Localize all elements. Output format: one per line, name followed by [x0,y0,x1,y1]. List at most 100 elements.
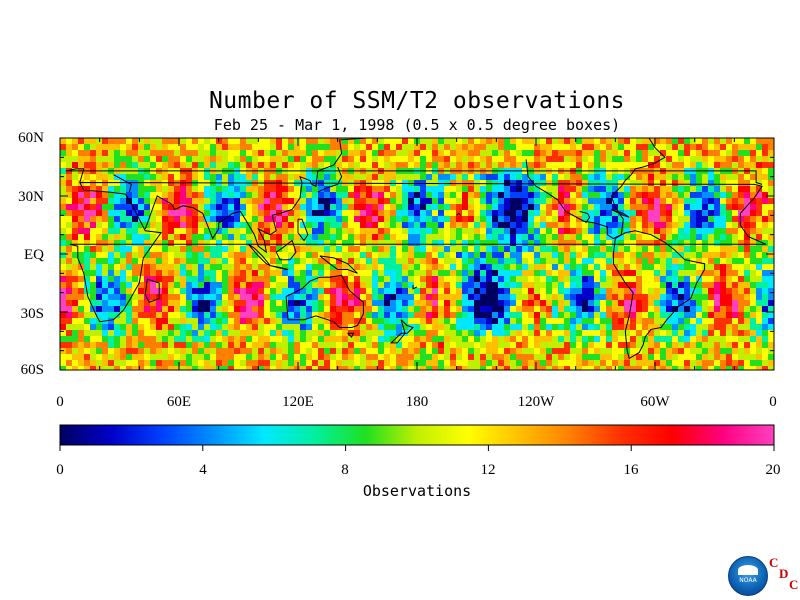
heatmap-cell [462,234,468,240]
heatmap-cell [156,222,162,228]
heatmap-cell [714,294,720,300]
heatmap-cell [456,150,462,156]
heatmap-cell [234,318,240,324]
heatmap-cell [312,312,318,318]
heatmap-cell [528,150,534,156]
heatmap-cell [330,282,336,288]
heatmap-cell [390,300,396,306]
heatmap-cell [468,270,474,276]
heatmap-cell [672,264,678,270]
heatmap-cell [612,192,618,198]
heatmap-cell [180,246,186,252]
heatmap-cell [72,240,78,246]
noaa-bird-icon [738,565,758,575]
heatmap-cell [258,330,264,336]
heatmap-cell [282,312,288,318]
heatmap-cell [666,294,672,300]
heatmap-cell [432,366,438,370]
heatmap-cell [738,366,744,370]
heatmap-cell [156,300,162,306]
heatmap-cell [150,186,156,192]
heatmap-cell [78,210,84,216]
heatmap-cell [576,306,582,312]
heatmap-cell [750,162,756,168]
heatmap-cell [546,318,552,324]
heatmap-cell [222,186,228,192]
heatmap-cell [516,216,522,222]
heatmap-cell [588,300,594,306]
heatmap-cell [582,276,588,282]
heatmap-cell [294,264,300,270]
heatmap-cell [384,366,390,370]
heatmap-cell [534,156,540,162]
heatmap-cell [270,186,276,192]
heatmap-cell [738,240,744,246]
heatmap-cell [312,216,318,222]
heatmap-cell [72,150,78,156]
heatmap-cell [114,192,120,198]
heatmap-cell [642,342,648,348]
heatmap-cell [582,228,588,234]
heatmap-cell [690,354,696,360]
heatmap-cell [582,186,588,192]
heatmap-cell [240,342,246,348]
heatmap-cell [762,150,768,156]
heatmap-cell [768,360,774,366]
heatmap-cell [462,300,468,306]
heatmap-cell [732,186,738,192]
heatmap-cell [174,222,180,228]
heatmap-cell [312,324,318,330]
heatmap-cell [96,288,102,294]
heatmap-cell [510,198,516,204]
heatmap-cell [660,318,666,324]
heatmap-cell [720,138,726,144]
heatmap-cell [306,288,312,294]
heatmap-cell [192,306,198,312]
heatmap-cell [390,312,396,318]
heatmap-cell [90,186,96,192]
heatmap-cell [84,264,90,270]
heatmap-cell [762,276,768,282]
heatmap-cell [204,258,210,264]
heatmap-cell [462,198,468,204]
heatmap-cell [72,312,78,318]
heatmap-cell [720,210,726,216]
heatmap-cell [354,240,360,246]
heatmap-cell [498,186,504,192]
heatmap-cell [120,282,126,288]
heatmap-cell [270,348,276,354]
heatmap-cell [150,246,156,252]
heatmap-cell [168,354,174,360]
coastline-segment [456,212,461,216]
heatmap-cell [654,270,660,276]
heatmap-cell [264,360,270,366]
heatmap-cell [324,198,330,204]
heatmap-cell [558,330,564,336]
heatmap-cell [330,240,336,246]
heatmap-cell [90,144,96,150]
heatmap-cell [534,162,540,168]
heatmap-cell [654,276,660,282]
heatmap-cell [546,282,552,288]
heatmap-cell [498,324,504,330]
heatmap-cell [690,228,696,234]
heatmap-cell [726,366,732,370]
heatmap-cell [378,270,384,276]
heatmap-cell [222,300,228,306]
heatmap-cell [372,366,378,370]
heatmap-cell [366,144,372,150]
heatmap-cell [456,138,462,144]
heatmap-cell [432,228,438,234]
heatmap-cell [666,246,672,252]
heatmap-cell [180,216,186,222]
heatmap-cell [300,360,306,366]
heatmap-cell [576,336,582,342]
heatmap-cell [336,246,342,252]
heatmap-cell [228,306,234,312]
heatmap-cell [660,228,666,234]
heatmap-cell [366,162,372,168]
heatmap-cell [66,300,72,306]
heatmap-cell [744,210,750,216]
heatmap-cell [414,246,420,252]
heatmap-cell [378,186,384,192]
